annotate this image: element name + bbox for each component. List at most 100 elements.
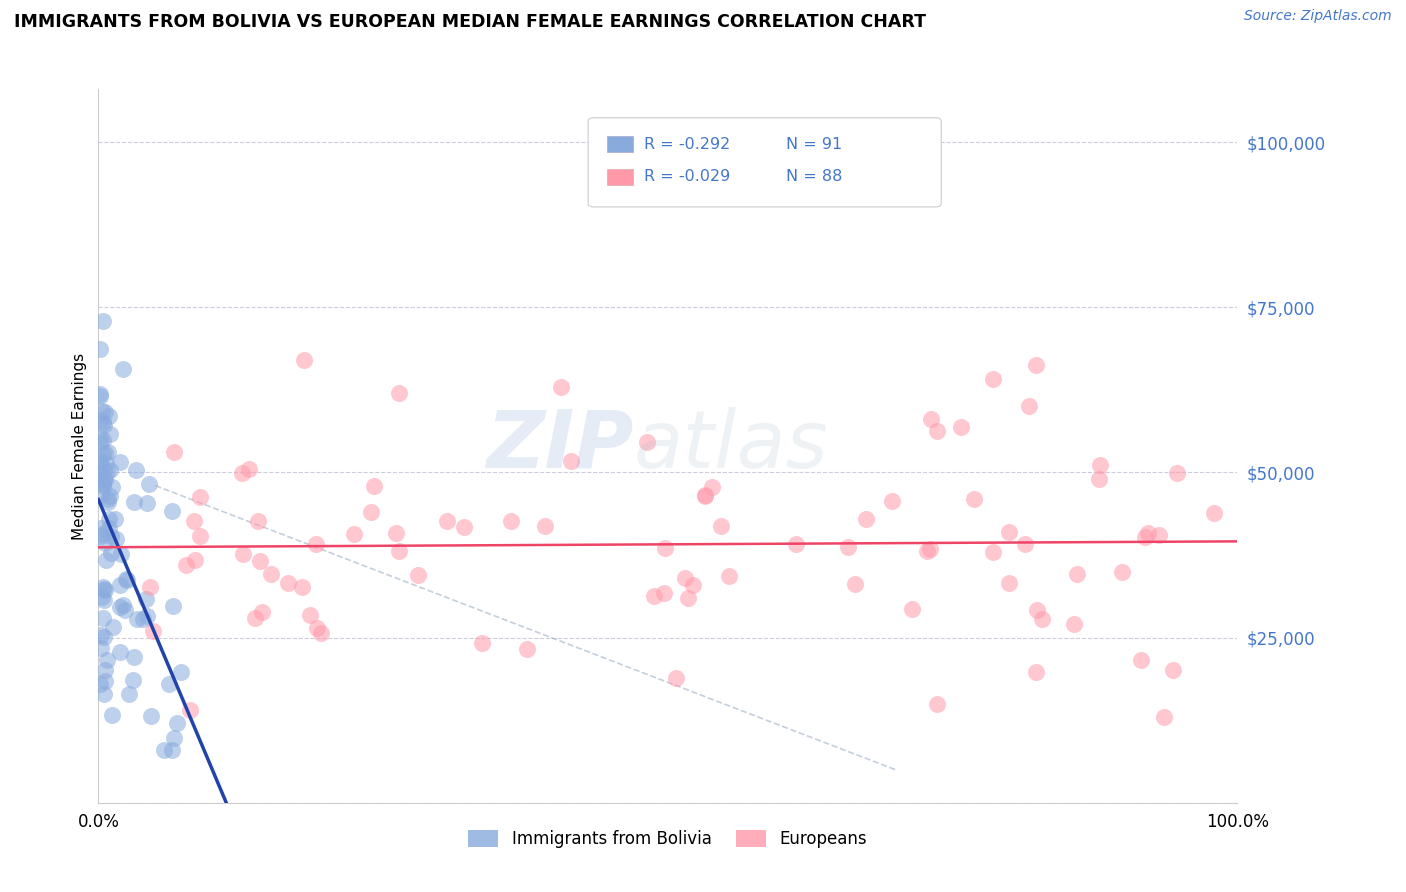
Point [665, 672, 688, 686]
Text: ZIP: ZIP [486, 407, 634, 485]
Legend: Immigrants from Bolivia, Europeans: Immigrants from Bolivia, Europeans [468, 830, 868, 848]
Point [97, 512, 120, 526]
Point [533, 519, 555, 533]
Point [385, 525, 408, 540]
Point [93, 462, 115, 476]
Point [90, 528, 112, 542]
Point [122, 495, 145, 509]
Point [100, 529, 122, 543]
Point [90, 640, 112, 655]
Point [981, 544, 1004, 558]
Point [516, 642, 538, 657]
Point [114, 602, 136, 616]
Point [122, 673, 145, 688]
Point [997, 524, 1019, 539]
Point [291, 580, 314, 594]
Point [104, 512, 127, 526]
Point [363, 479, 385, 493]
Point [94, 674, 117, 689]
Point [162, 731, 184, 746]
Point [91, 404, 114, 418]
Text: Source: ZipAtlas.com: Source: ZipAtlas.com [1244, 9, 1392, 23]
Point [179, 703, 201, 717]
Point [91, 434, 114, 448]
Point [949, 420, 972, 434]
Point [93, 405, 115, 419]
Text: IMMIGRANTS FROM BOLIVIA VS EUROPEAN MEDIAN FEMALE EARNINGS CORRELATION CHART: IMMIGRANTS FROM BOLIVIA VS EUROPEAN MEDI… [14, 13, 927, 31]
Text: R = -0.029: R = -0.029 [644, 169, 730, 185]
Point [152, 743, 174, 757]
Point [1153, 710, 1175, 724]
Point [96, 465, 118, 479]
Point [550, 379, 572, 393]
Point [90, 521, 112, 535]
Point [118, 687, 141, 701]
Point [110, 547, 132, 561]
Point [1026, 603, 1049, 617]
Point [96, 456, 118, 470]
Point [135, 609, 157, 624]
Point [1129, 653, 1152, 667]
Point [89, 435, 111, 450]
Point [499, 514, 522, 528]
Point [406, 568, 429, 582]
Point [91, 611, 114, 625]
Point [93, 582, 115, 597]
Point [104, 532, 127, 546]
Point [97, 495, 120, 509]
Point [915, 543, 938, 558]
Point [90, 590, 112, 604]
Point [1018, 400, 1040, 414]
Point [160, 503, 183, 517]
Point [188, 529, 211, 543]
Point [837, 540, 859, 554]
Point [91, 479, 114, 493]
Point [93, 417, 115, 432]
Point [654, 541, 676, 555]
Point [183, 514, 205, 528]
Point [169, 665, 191, 680]
Point [100, 546, 122, 560]
Point [111, 599, 134, 613]
Point [1137, 525, 1160, 540]
Point [1014, 537, 1036, 551]
Point [184, 553, 207, 567]
Point [157, 677, 180, 691]
Point [305, 621, 328, 635]
Point [127, 612, 149, 626]
Point [103, 620, 125, 634]
Text: atlas: atlas [634, 407, 828, 485]
Point [844, 577, 866, 591]
Point [98, 463, 121, 477]
Point [160, 743, 183, 757]
Point [90, 628, 112, 642]
Point [471, 635, 494, 649]
Point [387, 386, 409, 401]
Point [135, 592, 157, 607]
Point [1202, 506, 1225, 520]
Point [190, 490, 212, 504]
Point [90, 527, 112, 541]
Text: N = 91: N = 91 [786, 136, 842, 152]
Point [998, 575, 1021, 590]
Point [299, 607, 322, 622]
Point [90, 468, 112, 483]
Point [246, 514, 269, 528]
Point [100, 707, 122, 722]
Point [1066, 566, 1088, 581]
Point [101, 480, 124, 494]
Point [91, 314, 114, 328]
Point [636, 435, 658, 450]
Point [141, 708, 163, 723]
Point [110, 645, 132, 659]
Point [918, 542, 941, 557]
Point [1025, 665, 1047, 679]
Point [89, 387, 111, 401]
Point [882, 493, 904, 508]
Y-axis label: Median Female Earnings: Median Female Earnings [72, 352, 87, 540]
Point [695, 488, 717, 502]
FancyBboxPatch shape [607, 136, 633, 152]
Point [97, 445, 120, 459]
Point [436, 514, 458, 528]
Point [700, 480, 723, 494]
